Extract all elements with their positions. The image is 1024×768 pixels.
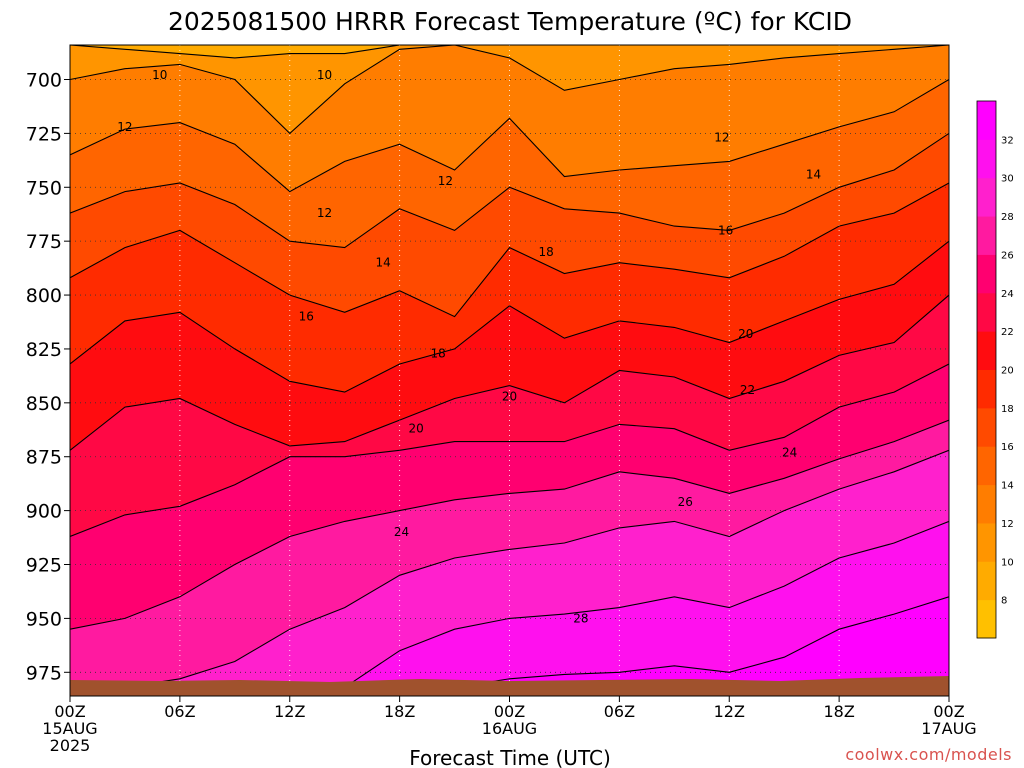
- y-tick-label: 750: [26, 177, 62, 199]
- colorbar-tick-label: 12: [1001, 519, 1014, 530]
- colorbar-tick-label: 14: [1001, 481, 1014, 492]
- contour-line-32: [70, 596, 949, 696]
- contour-line-14: [70, 79, 949, 193]
- contour-labels: 10 10 12 12 12 12 14 14 16 16 18 18 20 20 20 22 24 24 26 28: [117, 68, 821, 625]
- y-tick-label: 700: [26, 69, 62, 91]
- colorbar-segment: [977, 407, 996, 447]
- plot-area: 10 10 12 12 12 12 14 14 16 16 18 18 20 20 20 22 24 24 26 28: [70, 45, 949, 696]
- colorbar-tick-label: 24: [1001, 289, 1014, 300]
- y-tick-label: 925: [26, 555, 62, 577]
- contour-label: 12: [438, 174, 453, 188]
- x-tick-label: 18Z: [823, 702, 854, 721]
- colorbar-segment: [977, 292, 996, 332]
- y-tick-label: 800: [26, 285, 62, 307]
- colorbar: 8 10 12 14 16 18 20 22 24 26 28 30 32: [976, 100, 1014, 639]
- contour-label: 10: [317, 68, 332, 82]
- x-tick-label: 06Z: [604, 702, 635, 721]
- ground-terrain: [70, 676, 949, 696]
- colorbar-tick-label: 18: [1001, 404, 1014, 415]
- contour-line-12: [70, 45, 949, 135]
- y-tick-label: 900: [26, 501, 62, 523]
- contour-line-28: [70, 449, 949, 696]
- contour-label: 18: [538, 245, 553, 259]
- contour-line-24: [70, 363, 949, 538]
- contour-line-30: [70, 520, 949, 696]
- contour-label: 12: [714, 131, 729, 145]
- contour-label: 16: [718, 223, 733, 237]
- contour-label: 16: [299, 310, 314, 324]
- x-tick-label: 12Z: [714, 702, 745, 721]
- contour-label: 12: [317, 206, 332, 220]
- x-tick-label: 2025: [50, 736, 91, 755]
- x-tick-label: 15AUG: [42, 719, 97, 738]
- y-tick-label: 975: [26, 662, 62, 684]
- x-tick-label: 00Z: [494, 702, 525, 721]
- x-tick-label: 17AUG: [921, 719, 976, 738]
- colorbar-tick-label: 8: [1001, 596, 1007, 607]
- y-tick-label: 725: [26, 123, 62, 145]
- credit-text: coolwx.com/models: [845, 745, 1012, 764]
- y-tick-label: 775: [26, 231, 62, 253]
- x-tick-label: 06Z: [164, 702, 195, 721]
- y-axis-ticks: 700 725 750 775 800 825 850 875 900 925 950 975: [26, 69, 70, 684]
- contour-label: 24: [394, 525, 409, 539]
- colorbar-segment: [977, 139, 996, 179]
- colorbar-segment: [977, 446, 996, 486]
- x-tick-label: 12Z: [274, 702, 305, 721]
- y-tick-label: 850: [26, 393, 62, 415]
- contour-label: 12: [117, 120, 132, 134]
- contour-label: 26: [678, 495, 693, 509]
- chart-title: 2025081500 HRRR Forecast Temperature (ºC…: [168, 7, 852, 36]
- x-axis-label: Forecast Time (UTC): [409, 746, 611, 768]
- colorbar-segment: [977, 331, 996, 370]
- colorbar-segment: [977, 484, 996, 524]
- contour-label: 20: [408, 422, 423, 436]
- contour-label: 20: [738, 327, 753, 341]
- x-tick-label: 18Z: [384, 702, 415, 721]
- contour-label: 24: [782, 445, 797, 459]
- colorbar-tick-label: 22: [1001, 327, 1014, 338]
- contour-label: 28: [573, 611, 588, 625]
- colorbar-tick-label: 16: [1001, 442, 1014, 453]
- contour-label: 10: [152, 68, 167, 82]
- contour-label: 22: [740, 383, 755, 397]
- x-tick-label: 00Z: [54, 702, 85, 721]
- contour-line-18: [70, 182, 949, 318]
- colorbar-segment: [977, 522, 996, 562]
- contour-line-20: [70, 240, 949, 393]
- colorbar-segment: [977, 561, 996, 601]
- colorbar-frame: [976, 100, 997, 639]
- temperature-band: [70, 521, 949, 696]
- colorbar-segment: [977, 599, 996, 639]
- contour-label: 18: [430, 346, 445, 360]
- colorbar-segment: [977, 254, 996, 294]
- contour-label: 20: [502, 389, 517, 403]
- colorbar-segment: [977, 216, 996, 255]
- colorbar-tick-label: 20: [1001, 366, 1014, 377]
- y-tick-label: 825: [26, 339, 62, 361]
- x-tick-label: 00Z: [933, 702, 964, 721]
- contour-line-22: [70, 294, 949, 451]
- colorbar-segment: [977, 369, 996, 409]
- y-tick-label: 950: [26, 608, 62, 630]
- contour-label: 14: [806, 167, 821, 181]
- y-tick-label: 875: [26, 447, 62, 469]
- contour-line-10: [70, 45, 949, 59]
- colorbar-tick-label: 28: [1001, 212, 1014, 223]
- colorbar-segment: [977, 101, 996, 140]
- contour-line-26: [70, 419, 949, 630]
- colorbar-tick-label: 30: [1001, 174, 1014, 185]
- colorbar-segment: [977, 177, 996, 217]
- contour-line-16: [70, 132, 949, 249]
- colorbar-tick-label: 32: [1001, 135, 1014, 146]
- colorbar-tick-label: 26: [1001, 250, 1014, 261]
- colorbar-tick-label: 10: [1001, 557, 1014, 568]
- temperature-contours: [70, 45, 949, 696]
- contour-label: 14: [376, 256, 391, 270]
- x-tick-label: 16AUG: [482, 719, 537, 738]
